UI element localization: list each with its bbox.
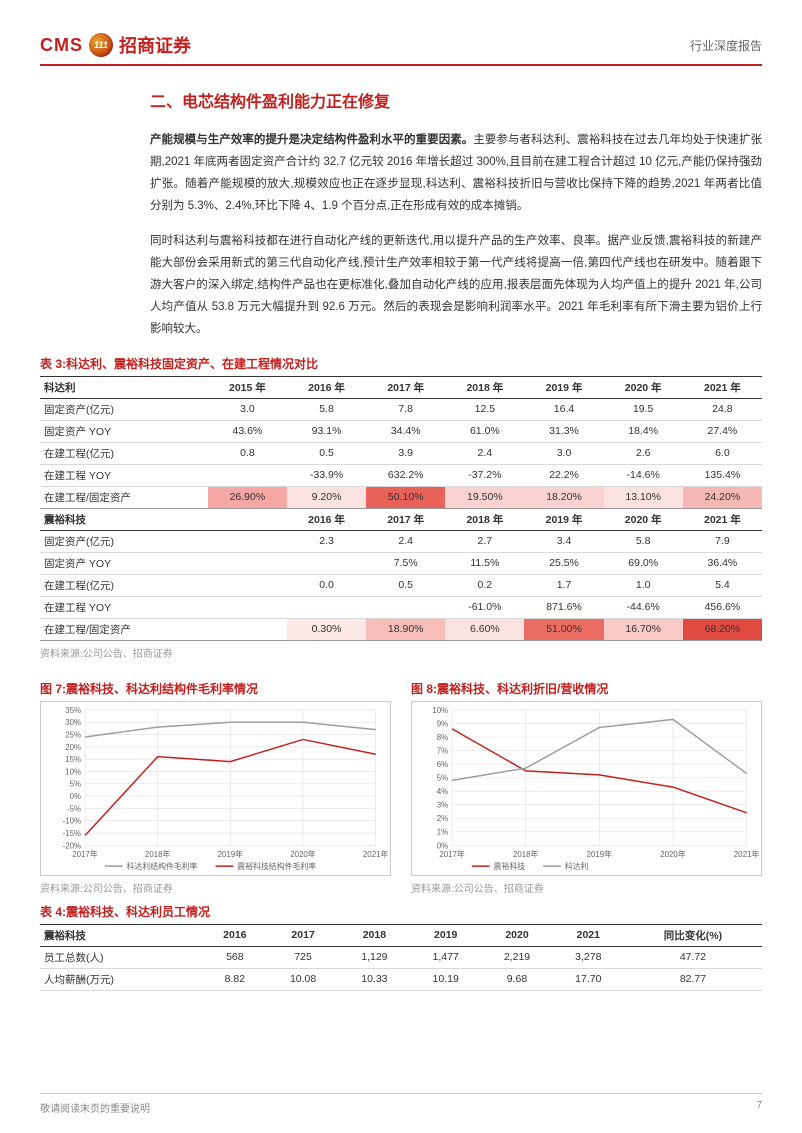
svg-text:25%: 25% [65, 730, 81, 739]
svg-text:2%: 2% [437, 814, 448, 823]
table3-source: 资料来源:公司公告、招商证券 [40, 645, 762, 660]
chart8-source: 资料来源:公司公告、招商证券 [411, 880, 762, 895]
svg-text:8%: 8% [437, 733, 448, 742]
chart7-source: 资料来源:公司公告、招商证券 [40, 880, 391, 895]
svg-text:0%: 0% [437, 841, 448, 850]
svg-text:-10%: -10% [63, 816, 81, 825]
svg-text:2018年: 2018年 [513, 849, 539, 859]
svg-text:科达利: 科达利 [565, 861, 589, 871]
table-row: 固定资产 YOY43.6%93.1%34.4%61.0%31.3%18.4%27… [40, 420, 762, 442]
svg-text:4%: 4% [437, 787, 448, 796]
svg-text:6%: 6% [437, 760, 448, 769]
svg-text:2020年: 2020年 [660, 849, 686, 859]
page-header: CMS 111 招商证券 行业深度报告 [40, 32, 762, 66]
svg-text:-20%: -20% [63, 841, 81, 850]
table3-caption: 表 3:科达利、震裕科技固定资产、在建工程情况对比 [40, 355, 762, 372]
footer-page: 7 [756, 1100, 762, 1115]
logo-block: CMS 111 招商证券 [40, 32, 191, 58]
chart8-caption: 图 8:震裕科技、科达利折旧/营收情况 [411, 680, 762, 697]
charts-row: 图 7:震裕科技、科达利结构件毛利率情况 -20% -15% -10% -5% 0% 5%… [40, 672, 762, 895]
chart7-box: -20% -15% -10% -5% 0% 5% 10% 15% 20% 25% 30% 35% 201… [40, 701, 391, 876]
svg-text:震裕科技结构件毛利率: 震裕科技结构件毛利率 [237, 861, 316, 871]
svg-text:2017年: 2017年 [72, 849, 98, 859]
svg-text:2019年: 2019年 [587, 849, 613, 859]
logo-en: CMS [40, 35, 83, 56]
svg-text:10%: 10% [432, 705, 448, 714]
chart8-box: 0% 1% 2% 3% 4% 5% 6% 7% 8% 9% 10% 2017年 2018年 2019年 20… [411, 701, 762, 876]
chart7-caption: 图 7:震裕科技、科达利结构件毛利率情况 [40, 680, 391, 697]
table-row: 在建工程 YOY-33.9%632.2%-37.2%22.2%-14.6%135… [40, 464, 762, 486]
svg-text:10%: 10% [65, 767, 81, 776]
paragraph-2: 同时科达利与震裕科技都在进行自动化产线的更新迭代,用以提升产品的生产效率、良率。… [150, 231, 762, 340]
table-row: 固定资产(亿元)2.32.42.73.45.87.9 [40, 530, 762, 552]
svg-text:5%: 5% [437, 773, 448, 782]
doc-type: 行业深度报告 [690, 37, 762, 54]
table3: 科达利2015 年2016 年2017 年2018 年2019 年2020 年2… [40, 376, 762, 641]
chart8-col: 图 8:震裕科技、科达利折旧/营收情况 0% 1% 2% 3% 4% 5% 6% 7% 8% 9%… [411, 672, 762, 895]
svg-text:科达利结构件毛利率: 科达利结构件毛利率 [127, 861, 198, 871]
logo-badge-icon: 111 [89, 33, 113, 57]
table-row: 在建工程/固定资产26.90%9.20%50.10%19.50%18.20%13… [40, 486, 762, 508]
svg-text:9%: 9% [437, 719, 448, 728]
svg-text:0%: 0% [70, 792, 81, 801]
svg-text:2018年: 2018年 [145, 849, 171, 859]
table-row: 在建工程 YOY-61.0%871.6%-44.6%456.6% [40, 596, 762, 618]
svg-text:2021年: 2021年 [734, 849, 760, 859]
footer-note: 敬请阅读末页的重要说明 [40, 1100, 150, 1115]
svg-text:35%: 35% [65, 705, 81, 714]
svg-text:2020年: 2020年 [290, 849, 316, 859]
logo-cn: 招商证券 [119, 32, 191, 58]
svg-text:20%: 20% [65, 742, 81, 751]
table-row: 员工总数(人)5687251,1291,4772,2193,27847.72 [40, 946, 762, 968]
table-row: 固定资产 YOY7.5%11.5%25.5%69.0%36.4% [40, 552, 762, 574]
page-footer: 敬请阅读末页的重要说明 7 [40, 1093, 762, 1115]
svg-text:-15%: -15% [63, 829, 81, 838]
svg-text:3%: 3% [437, 800, 448, 809]
para1-bold: 产能规模与生产效率的提升是决定结构件盈利水平的重要因素。 [150, 134, 473, 146]
table4-caption: 表 4:震裕科技、科达利员工情况 [40, 903, 762, 920]
table4: 震裕科技201620172018201920202021同比变化(%)员工总数(… [40, 924, 762, 991]
table-row: 人均薪酬(万元)8.8210.0810.3310.199.6817.7082.7… [40, 968, 762, 990]
svg-text:2019年: 2019年 [218, 849, 244, 859]
table-row: 在建工程(亿元)0.80.53.92.43.02.66.0 [40, 442, 762, 464]
chart7-col: 图 7:震裕科技、科达利结构件毛利率情况 -20% -15% -10% -5% 0% 5%… [40, 672, 391, 895]
svg-text:2021年: 2021年 [363, 849, 389, 859]
svg-text:1%: 1% [437, 827, 448, 836]
svg-text:15%: 15% [65, 755, 81, 764]
table-row: 在建工程(亿元)0.00.50.21.71.05.4 [40, 574, 762, 596]
table-row: 固定资产(亿元)3.05.87.812.516.419.524.8 [40, 398, 762, 420]
svg-text:-5%: -5% [67, 804, 81, 813]
svg-text:5%: 5% [70, 779, 81, 788]
svg-text:30%: 30% [65, 718, 81, 727]
section-title: 二、电芯结构件盈利能力正在修复 [150, 88, 762, 112]
svg-text:震裕科技: 震裕科技 [494, 861, 526, 871]
paragraph-1: 产能规模与生产效率的提升是决定结构件盈利水平的重要因素。主要参与者科达利、震裕科… [150, 130, 762, 217]
table-row: 在建工程/固定资产0.30%18.90%6.60%51.00%16.70%68.… [40, 618, 762, 640]
table-subheader: 震裕科技2016 年2017 年2018 年2019 年2020 年2021 年 [40, 508, 762, 530]
svg-text:2017年: 2017年 [439, 849, 465, 859]
svg-text:7%: 7% [437, 746, 448, 755]
